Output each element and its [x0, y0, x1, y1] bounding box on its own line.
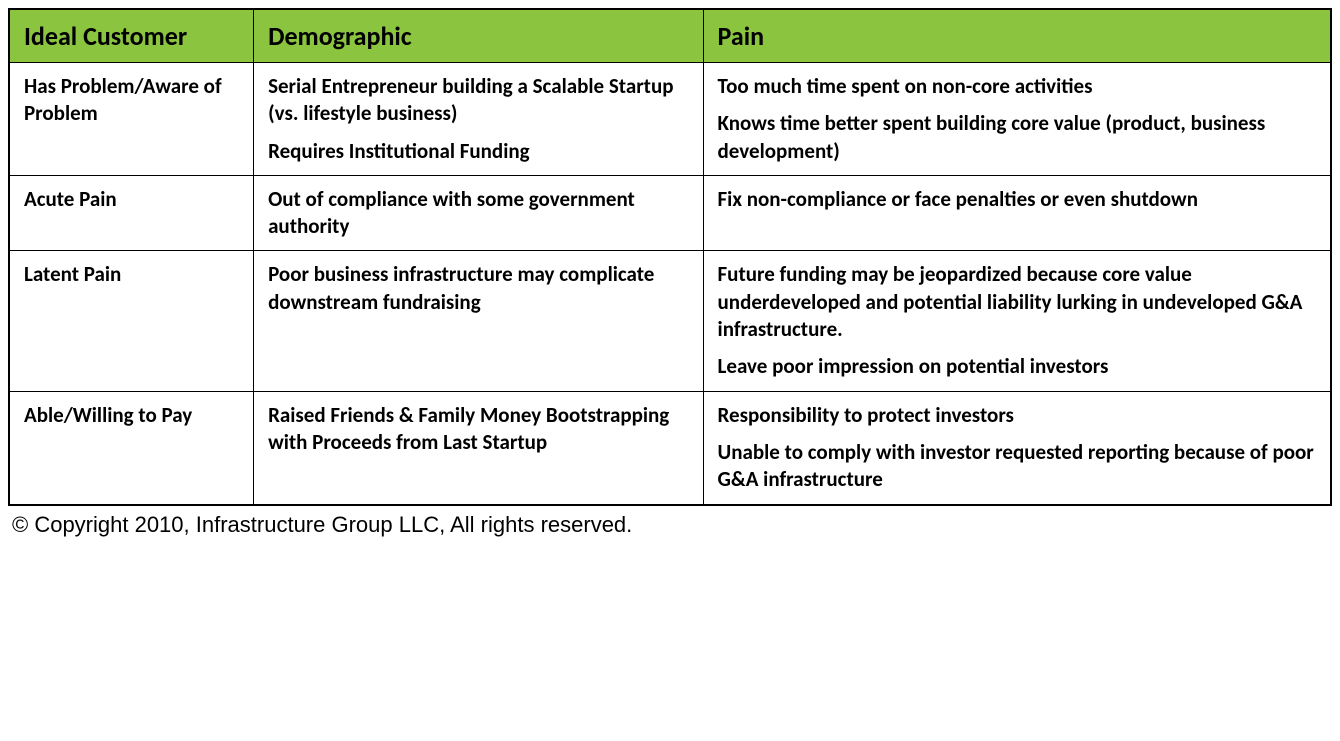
table-row: Able/Willing to Pay Raised Friends & Fam…	[9, 391, 1331, 504]
cell-text: Leave poor impression on potential inves…	[718, 353, 1316, 380]
cell-pain: Future funding may be jeopardized becaus…	[703, 251, 1331, 391]
table-body: Has Problem/Aware of Problem Serial Entr…	[9, 63, 1331, 505]
cell-demographic: Raised Friends & Family Money Bootstrapp…	[254, 391, 703, 504]
cell-text: Too much time spent on non-core activiti…	[718, 73, 1316, 100]
table-row: Acute Pain Out of compliance with some g…	[9, 175, 1331, 251]
header-demographic: Demographic	[254, 9, 703, 63]
table-row: Has Problem/Aware of Problem Serial Entr…	[9, 63, 1331, 176]
cell-demographic: Poor business infrastructure may complic…	[254, 251, 703, 391]
cell-text: Responsibility to protect investors	[718, 402, 1316, 429]
cell-text: Able/Willing to Pay	[24, 402, 239, 429]
cell-text: Out of compliance with some government a…	[268, 186, 688, 241]
cell-text: Has Problem/Aware of Problem	[24, 73, 239, 128]
cell-text: Latent Pain	[24, 261, 239, 288]
cell-demographic: Serial Entrepreneur building a Scalable …	[254, 63, 703, 176]
cell-text: Acute Pain	[24, 186, 239, 213]
table-row: Latent Pain Poor business infrastructure…	[9, 251, 1331, 391]
cell-text: Unable to comply with investor requested…	[718, 439, 1316, 494]
cell-ideal-customer: Able/Willing to Pay	[9, 391, 254, 504]
cell-text: Poor business infrastructure may complic…	[268, 261, 688, 316]
cell-ideal-customer: Has Problem/Aware of Problem	[9, 63, 254, 176]
header-ideal-customer: Ideal Customer	[9, 9, 254, 63]
table-header-row: Ideal Customer Demographic Pain	[9, 9, 1331, 63]
cell-demographic: Out of compliance with some government a…	[254, 175, 703, 251]
cell-text: Fix non-compliance or face penalties or …	[718, 186, 1316, 213]
copyright-text: © Copyright 2010, Infrastructure Group L…	[8, 506, 1332, 544]
cell-pain: Responsibility to protect investors Unab…	[703, 391, 1331, 504]
cell-ideal-customer: Acute Pain	[9, 175, 254, 251]
cell-text: Future funding may be jeopardized becaus…	[718, 261, 1316, 343]
header-pain: Pain	[703, 9, 1331, 63]
cell-text: Knows time better spent building core va…	[718, 110, 1316, 165]
cell-text: Serial Entrepreneur building a Scalable …	[268, 73, 688, 128]
cell-pain: Fix non-compliance or face penalties or …	[703, 175, 1331, 251]
cell-text: Raised Friends & Family Money Bootstrapp…	[268, 402, 688, 457]
cell-pain: Too much time spent on non-core activiti…	[703, 63, 1331, 176]
cell-text: Requires Institutional Funding	[268, 138, 688, 165]
customer-pain-table: Ideal Customer Demographic Pain Has Prob…	[8, 8, 1332, 506]
cell-ideal-customer: Latent Pain	[9, 251, 254, 391]
